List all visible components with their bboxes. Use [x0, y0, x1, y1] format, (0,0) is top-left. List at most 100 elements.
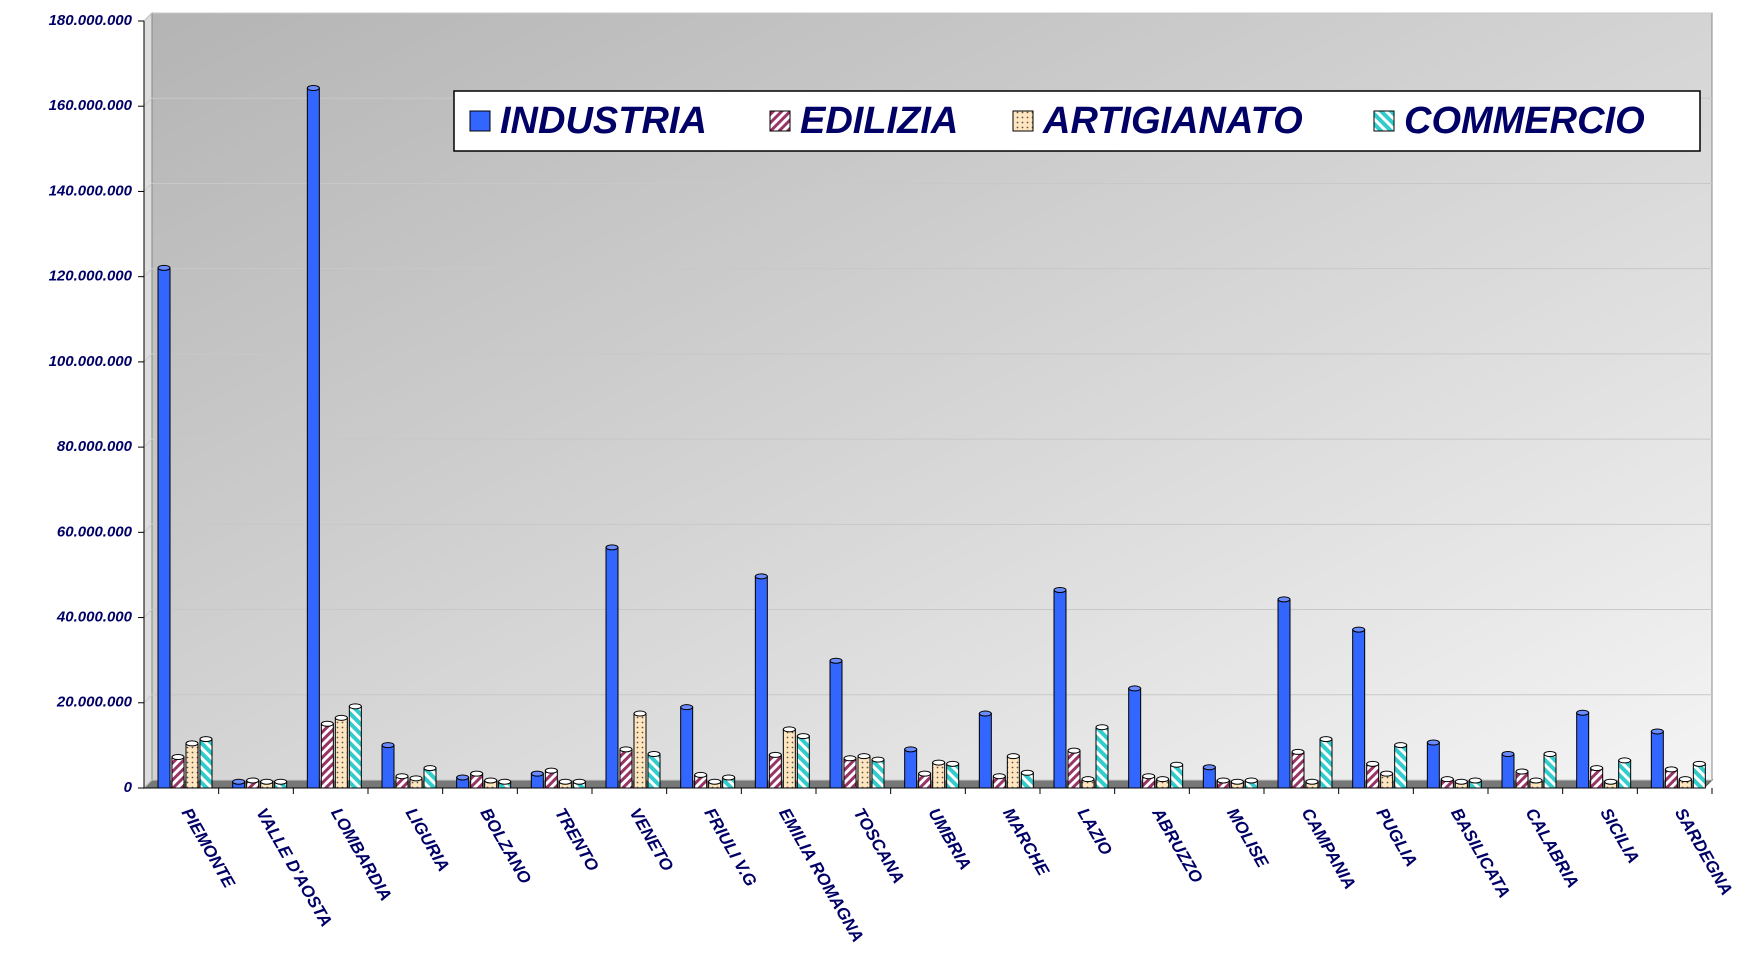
legend-swatch	[1373, 110, 1395, 132]
bar	[470, 770, 484, 789]
legend-swatch	[469, 110, 491, 132]
bar-top	[320, 720, 334, 727]
x-tick-label: LAZIO	[1074, 805, 1116, 859]
legend-label: COMMERCIO	[1404, 100, 1645, 142]
bar	[1020, 769, 1034, 789]
bar	[1081, 776, 1095, 789]
bar-body	[754, 575, 768, 789]
bar	[1618, 757, 1632, 789]
x-tick-label: LOMBARDIA	[327, 805, 395, 904]
bar	[1692, 760, 1706, 789]
grid-line	[143, 438, 1712, 448]
bar	[1277, 596, 1291, 789]
bar-top	[1319, 736, 1333, 743]
bar-body	[1067, 750, 1081, 789]
bar-top	[1095, 724, 1109, 731]
bar-top	[768, 751, 782, 758]
bar	[782, 726, 796, 789]
bar-top	[843, 755, 857, 762]
bar	[1501, 751, 1515, 789]
bar-top	[619, 746, 633, 753]
bar-top	[1202, 764, 1216, 771]
bar-body	[619, 748, 633, 789]
bar-top	[722, 774, 736, 781]
bar	[1664, 766, 1678, 789]
bar	[1128, 685, 1142, 789]
grid-line	[143, 12, 1712, 22]
x-tick-label: LIGURIA	[402, 805, 453, 875]
grid-line	[143, 523, 1712, 533]
bar-body	[1202, 766, 1216, 789]
bar-body	[171, 756, 185, 789]
bar-top	[530, 770, 544, 777]
bar-body	[1291, 751, 1305, 789]
bar	[992, 773, 1006, 789]
bar-body	[782, 728, 796, 789]
y-tick-label: 60.000.000	[57, 523, 133, 540]
bar	[348, 703, 362, 789]
bar-body	[334, 717, 348, 789]
bar-top	[1380, 770, 1394, 777]
x-tick-label: CAMPANIA	[1298, 805, 1360, 893]
y-tick-label: 80.000.000	[57, 438, 133, 455]
bar	[946, 760, 960, 789]
bar-top	[1692, 760, 1706, 767]
bar-top	[647, 751, 661, 758]
bar-body	[185, 742, 199, 789]
bar-body	[1352, 629, 1366, 789]
bar-body	[633, 713, 647, 789]
bar-top	[1156, 776, 1170, 783]
bar	[1590, 765, 1604, 789]
bar-body	[381, 744, 395, 789]
bar	[722, 774, 736, 789]
bar-top	[1277, 596, 1291, 603]
bar	[558, 778, 572, 789]
bar	[829, 657, 843, 789]
bar-top	[1664, 766, 1678, 773]
bar-top	[782, 726, 796, 733]
y-tick-label: 40.000.000	[56, 609, 133, 626]
bar	[1230, 778, 1244, 789]
bar-top	[409, 775, 423, 782]
bar-top	[1618, 757, 1632, 764]
bar	[185, 740, 199, 789]
bar-top	[558, 778, 572, 785]
bar-top	[1515, 768, 1529, 775]
bar-top	[1468, 777, 1482, 784]
bar-top	[1305, 778, 1319, 785]
bar-top	[456, 774, 470, 781]
bar-top	[1501, 751, 1515, 758]
bar	[1095, 724, 1109, 789]
bar	[157, 264, 171, 789]
bar-top	[470, 770, 484, 777]
bar-top	[1650, 728, 1664, 735]
bar-body	[1394, 744, 1408, 789]
bar	[1426, 739, 1440, 789]
bar	[619, 746, 633, 789]
x-tick-label: CALABRIA	[1522, 805, 1583, 891]
bar-body	[1366, 763, 1380, 789]
x-tick-label: PIEMONTE	[178, 805, 239, 892]
bar-top	[796, 733, 810, 740]
bar	[1352, 626, 1366, 789]
bar	[768, 751, 782, 789]
bar-top	[381, 742, 395, 749]
bar-top	[1067, 747, 1081, 754]
grid-line	[143, 182, 1712, 192]
bar-top	[1291, 748, 1305, 755]
bar-body	[348, 705, 362, 789]
bar-body	[647, 753, 661, 789]
bar-top	[708, 778, 722, 785]
bar	[633, 710, 647, 789]
bar	[708, 778, 722, 789]
bar	[409, 775, 423, 789]
bar	[1454, 778, 1468, 789]
x-tick-label: SICILIA	[1596, 805, 1643, 867]
bar-body	[1650, 730, 1664, 789]
bar	[1650, 728, 1664, 789]
bar	[1515, 768, 1529, 789]
x-tick-label: FRIULI V.G	[700, 805, 760, 890]
bar-top	[1053, 586, 1067, 593]
side-wall	[143, 11, 153, 790]
bar-body	[605, 546, 619, 789]
